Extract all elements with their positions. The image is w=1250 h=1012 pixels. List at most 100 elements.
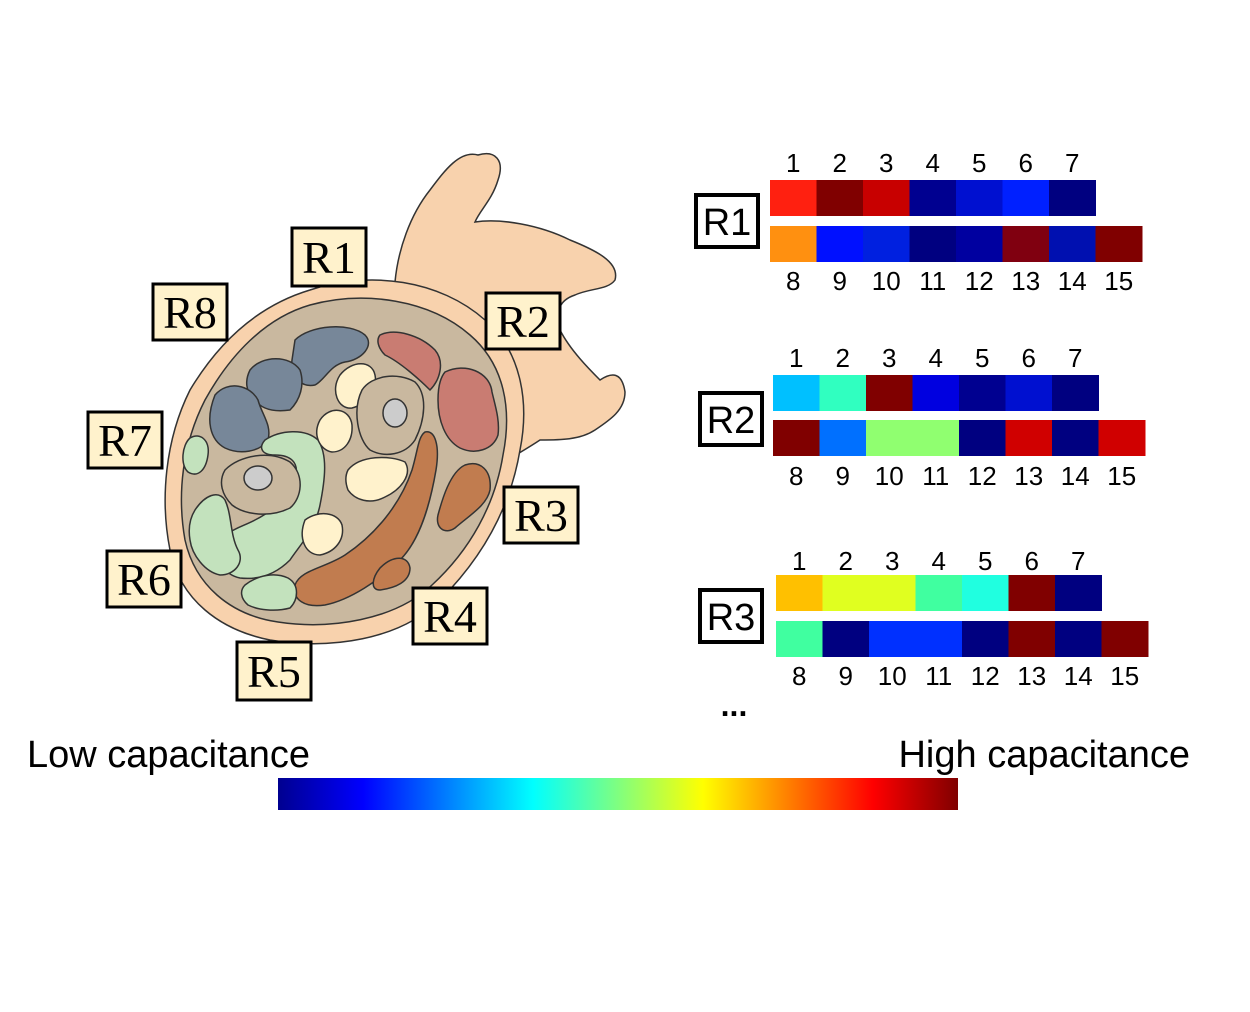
electrode-number: 3 <box>879 148 893 178</box>
electrode-cell-13 <box>1008 621 1056 657</box>
electrode-number: 3 <box>882 343 896 373</box>
region-label-r5: R5 <box>235 640 313 702</box>
electrode-cell-1 <box>773 375 820 411</box>
electrode-number: 1 <box>786 148 800 178</box>
electrode-number: 13 <box>1017 661 1046 691</box>
electrode-number: 5 <box>975 343 989 373</box>
electrode-number: 15 <box>1104 266 1133 296</box>
tendon-2 <box>316 409 353 453</box>
map-region-label-text: R2 <box>707 400 756 442</box>
electrode-cell-8 <box>776 621 823 657</box>
electrode-cell-7 <box>1052 375 1099 411</box>
electrode-number: 7 <box>1065 148 1079 178</box>
electrode-cell-6 <box>1002 180 1050 216</box>
region-label-box <box>105 549 183 609</box>
legend-high-label: High capacitance <box>898 734 1190 776</box>
electrode-cell-3 <box>866 375 913 411</box>
electrode-cell-6 <box>1008 575 1056 611</box>
muscle-green-3 <box>188 494 241 576</box>
electrode-cell-8 <box>773 420 820 456</box>
electrode-cell-9 <box>819 420 867 456</box>
electrode-number: 2 <box>836 343 850 373</box>
electrode-number: 8 <box>789 461 803 491</box>
region-label-box <box>502 485 580 545</box>
electrode-cell-2 <box>816 180 864 216</box>
muscle-green-2 <box>182 435 209 475</box>
region-label-box <box>235 640 313 702</box>
electrode-cell-4 <box>909 180 957 216</box>
region-label-text: R3 <box>514 490 568 541</box>
region-label-text: R1 <box>302 232 356 283</box>
continuation-ellipsis: ... <box>721 687 748 723</box>
region-label-box <box>484 291 562 351</box>
electrode-cell-7 <box>1055 575 1102 611</box>
electrode-cell-11 <box>915 621 963 657</box>
electrode-cell-10 <box>863 226 910 262</box>
electrode-number: 11 <box>919 266 946 296</box>
map-region-label-box <box>698 588 764 644</box>
region-label-r7: R7 <box>86 410 164 470</box>
region-label-box <box>290 226 368 288</box>
electrode-number: 4 <box>932 546 946 576</box>
region-label-text: R6 <box>117 554 171 605</box>
map-region-label-text: R1 <box>703 202 752 244</box>
electrode-number: 14 <box>1064 661 1093 691</box>
muscle-red-2 <box>437 367 500 452</box>
electrode-cell-14 <box>1055 621 1102 657</box>
hand-cross-section <box>164 153 626 645</box>
map-region-label-box <box>694 193 760 249</box>
electrode-cell-12 <box>962 621 1009 657</box>
electrode-number: 10 <box>875 461 904 491</box>
region-label-r8: R8 <box>151 282 229 342</box>
electrode-cell-9 <box>822 621 870 657</box>
electrode-number: 4 <box>926 148 940 178</box>
electrode-number: 4 <box>929 343 943 373</box>
electrode-cell-3 <box>863 180 910 216</box>
electrode-cell-10 <box>869 621 916 657</box>
electrode-number: 2 <box>833 148 847 178</box>
electrode-cell-15 <box>1098 420 1146 456</box>
electrode-cell-5 <box>962 575 1009 611</box>
map-row-r2: R21 2 3 4 5 6 78 9 10 11 12 13 14 15 <box>698 343 1146 491</box>
muscle-red-1 <box>377 331 442 392</box>
bone-1 <box>382 398 408 428</box>
electrode-cell-11 <box>909 226 957 262</box>
electrode-cell-15 <box>1101 621 1149 657</box>
colorbar <box>278 778 958 810</box>
electrode-number: 9 <box>836 461 850 491</box>
electrode-number: 12 <box>965 266 994 296</box>
electrode-cell-4 <box>915 575 963 611</box>
electrode-number: 15 <box>1107 461 1136 491</box>
region-label-text: R4 <box>423 591 477 642</box>
legend-low-label: Low capacitance <box>27 734 310 776</box>
electrode-cell-2 <box>819 375 867 411</box>
electrode-cell-11 <box>912 420 960 456</box>
electrode-number: 10 <box>872 266 901 296</box>
tendon-3 <box>345 456 409 502</box>
region-label-box <box>86 410 164 470</box>
electrode-number: 7 <box>1068 343 1082 373</box>
electrode-cell-6 <box>1005 375 1053 411</box>
electrode-number: 12 <box>968 461 997 491</box>
electrode-cell-12 <box>956 226 1003 262</box>
map-row-r1: R11 2 3 4 5 6 78 9 10 11 12 13 14 15 <box>694 148 1143 296</box>
electrode-number: 8 <box>792 661 806 691</box>
region-label-text: R8 <box>163 287 217 338</box>
electrode-number: 14 <box>1061 461 1090 491</box>
region-label-r1: R1 <box>290 226 368 288</box>
electrode-cell-12 <box>959 420 1006 456</box>
electrode-cell-15 <box>1095 226 1143 262</box>
electrode-number: 9 <box>839 661 853 691</box>
electrode-number: 1 <box>792 546 806 576</box>
region-label-text: R2 <box>496 296 550 347</box>
colorbar-legend: Low capacitance High capacitance <box>27 734 1190 810</box>
electrode-cell-14 <box>1049 226 1096 262</box>
region-label-box <box>151 282 229 342</box>
electrode-number: 9 <box>833 266 847 296</box>
electrode-number: 12 <box>971 661 1000 691</box>
electrode-number: 6 <box>1025 546 1039 576</box>
electrode-number: 10 <box>878 661 907 691</box>
muscle-brown-3 <box>372 557 411 591</box>
electrode-number: 2 <box>839 546 853 576</box>
